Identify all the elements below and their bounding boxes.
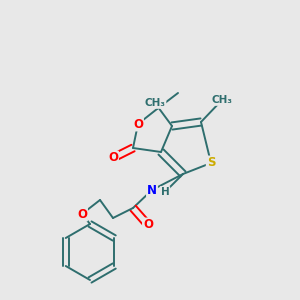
Text: S: S: [207, 157, 215, 169]
Text: O: O: [77, 208, 87, 220]
Text: O: O: [133, 118, 143, 130]
Text: O: O: [143, 218, 153, 232]
Text: CH₃: CH₃: [145, 98, 166, 108]
Text: N: N: [147, 184, 157, 196]
Text: H: H: [160, 187, 169, 197]
Text: CH₃: CH₃: [212, 95, 233, 105]
Text: O: O: [108, 152, 118, 164]
